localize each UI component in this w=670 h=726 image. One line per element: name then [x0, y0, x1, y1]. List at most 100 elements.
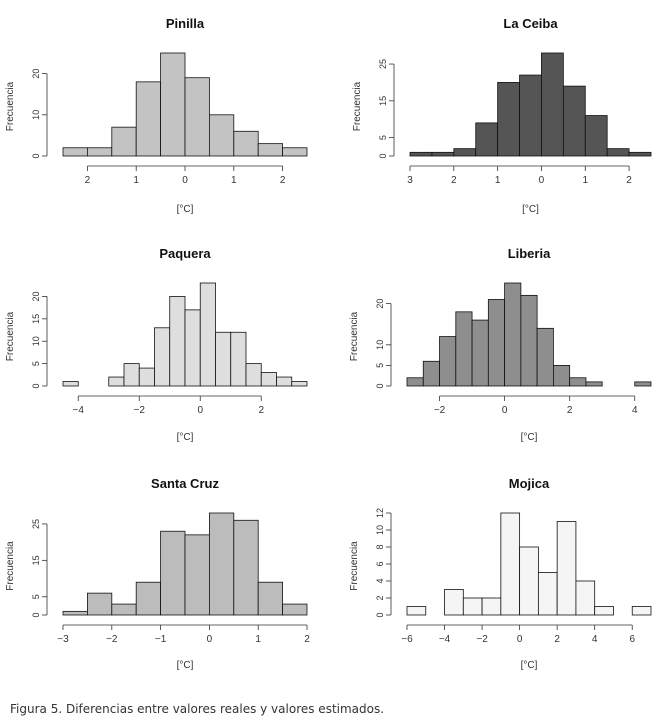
y-tick-label: 15 [31, 314, 41, 324]
histogram-bar [62, 147, 88, 157]
y-tick-label: 5 [31, 594, 41, 599]
histogram-bar [215, 331, 232, 387]
x-tick-label: 3 [407, 175, 413, 186]
chart-title: Paquera [159, 246, 211, 261]
histogram-bar [160, 530, 186, 616]
x-tick-label: 1 [255, 634, 261, 645]
chart-title: La Ceiba [503, 16, 558, 31]
histogram-paquera: Paquera 0 5 10 15 20 Frecuencia −4 −2 0 2 [°C] [5, 246, 308, 443]
x-tick-label: 0 [502, 405, 508, 416]
x-axis-label: [°C] [522, 204, 539, 215]
x-tick-label: 2 [85, 175, 91, 186]
chart-title: Liberia [508, 246, 551, 261]
histogram-bar [184, 534, 210, 616]
histogram-bar [208, 512, 235, 616]
y-axis-label: Frecuencia [5, 541, 16, 591]
histogram-bar [123, 363, 140, 387]
x-axis-label: [°C] [521, 432, 538, 443]
histogram-bar [444, 589, 464, 616]
y-tick-label: 10 [31, 110, 41, 120]
histogram-bar [519, 546, 539, 616]
x-tick-label: −1 [155, 634, 167, 645]
histogram-bar [487, 299, 506, 387]
histogram-bar [169, 296, 186, 387]
histogram-bar [606, 148, 630, 157]
x-tick-label: 4 [632, 405, 638, 416]
histogram-bar [569, 377, 587, 387]
histogram-bar [520, 294, 538, 387]
y-tick-label: 5 [31, 361, 41, 366]
x-axis-label: [°C] [521, 660, 538, 671]
histogram-bar [439, 336, 457, 387]
histogram-liberia: Liberia 0 5 10 20 Frecuencia −2 0 2 4 [°C] [349, 246, 652, 443]
histogram-bar [562, 85, 586, 157]
y-tick-label: 12 [375, 508, 385, 518]
histogram-bar [111, 126, 137, 157]
histogram-bar [556, 521, 577, 616]
y-tick-label: 4 [375, 578, 385, 583]
histogram-bar [245, 363, 262, 387]
y-tick-label: 0 [375, 612, 385, 617]
x-axis-label: [°C] [177, 204, 194, 215]
y-tick-label: 0 [31, 153, 41, 158]
x-tick-label: 2 [304, 634, 310, 645]
y-tick-label: 20 [375, 299, 385, 309]
histogram-bar [575, 580, 596, 616]
x-tick-label: −2 [434, 405, 446, 416]
histogram-bar [233, 519, 259, 616]
histogram-bar [541, 52, 564, 157]
y-tick-label: 20 [31, 69, 41, 79]
histogram-bar [291, 381, 308, 387]
histogram-bar [409, 151, 433, 157]
y-axis-label: Frecuencia [5, 81, 16, 131]
y-tick-label: 10 [375, 340, 385, 350]
histogram-bar [594, 606, 614, 616]
x-tick-label: 0 [182, 175, 188, 186]
histogram-bar [260, 372, 277, 387]
histogram-bar [504, 282, 522, 387]
histogram-bar [282, 603, 308, 616]
histogram-bar [138, 367, 155, 387]
histogram-bar [634, 381, 652, 387]
y-tick-label: 8 [375, 544, 385, 549]
histogram-bar [208, 114, 235, 157]
histogram-bar [62, 381, 79, 387]
x-tick-label: 1 [495, 175, 501, 186]
x-tick-label: −3 [57, 634, 69, 645]
histogram-bar [497, 82, 520, 157]
y-axis-label: Frecuencia [349, 541, 360, 591]
histogram-bar [628, 151, 652, 157]
x-tick-label: −4 [73, 405, 85, 416]
histogram-bar [276, 376, 293, 387]
y-tick-label: 0 [31, 612, 41, 617]
histogram-santa-cruz: Santa Cruz 0 5 15 25 Frecuencia −3 −2 −1 0 1 2 [°C] [5, 476, 310, 671]
x-tick-label: 0 [207, 634, 213, 645]
x-tick-label: −2 [476, 634, 488, 645]
histogram-bar [62, 610, 88, 616]
x-axis-label: [°C] [177, 432, 194, 443]
y-tick-label: 25 [31, 519, 41, 529]
x-tick-label: 2 [451, 175, 457, 186]
histogram-bar [422, 360, 440, 387]
x-tick-label: 4 [592, 634, 598, 645]
y-tick-label: 0 [378, 153, 388, 158]
histogram-bar [431, 151, 455, 157]
chart-title: Mojica [509, 476, 550, 491]
histogram-bar [184, 309, 201, 387]
chart-title: Santa Cruz [151, 476, 219, 491]
x-tick-label: 1 [582, 175, 588, 186]
histogram-bar [553, 364, 571, 387]
histogram-bar [585, 381, 603, 387]
histogram-bar [455, 311, 473, 387]
x-tick-label: 1 [133, 175, 139, 186]
x-tick-label: −2 [134, 405, 146, 416]
y-tick-label: 2 [375, 595, 385, 600]
histogram-bar [481, 597, 502, 616]
histogram-bar [500, 512, 521, 616]
x-tick-label: 2 [554, 634, 560, 645]
x-tick-label: 2 [567, 405, 573, 416]
x-tick-label: 2 [258, 405, 264, 416]
y-tick-label: 0 [31, 383, 41, 388]
x-tick-label: −2 [106, 634, 118, 645]
y-tick-label: 6 [375, 561, 385, 566]
